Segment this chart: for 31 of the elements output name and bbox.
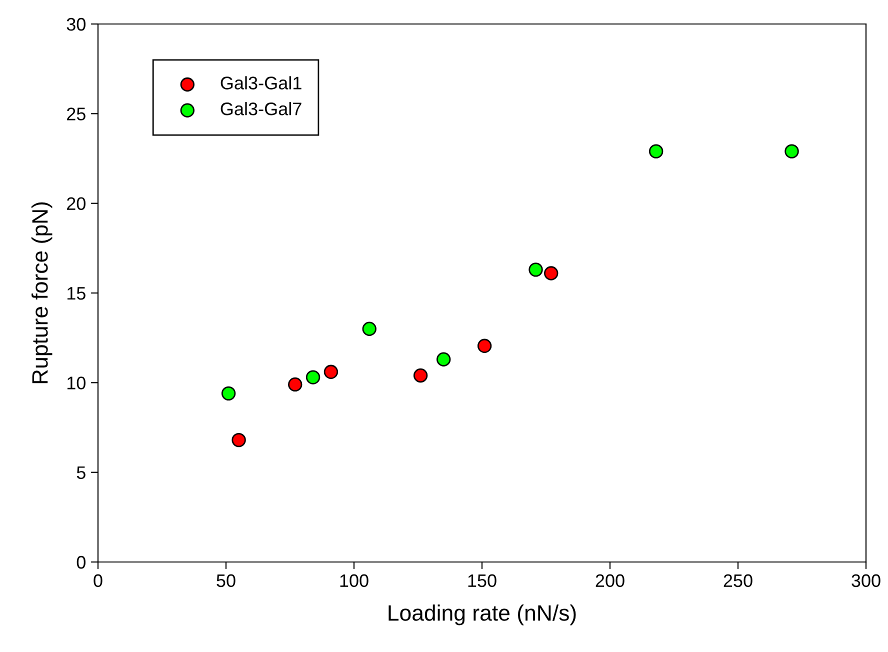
y-tick-label: 0 bbox=[76, 556, 86, 569]
point bbox=[436, 352, 451, 366]
point bbox=[413, 368, 428, 383]
x-axis-title: Loading rate (nN/s) bbox=[388, 604, 576, 626]
point bbox=[288, 377, 302, 392]
x-tick-label: 200 bbox=[596, 574, 624, 588]
point bbox=[784, 144, 799, 158]
point bbox=[528, 262, 543, 277]
y-axis-title: Rupture force (pN) bbox=[32, 202, 52, 384]
x-tick-label: 50 bbox=[216, 574, 236, 588]
point bbox=[221, 386, 236, 401]
y-tick-label: 30 bbox=[66, 18, 86, 31]
point bbox=[648, 144, 664, 158]
x-tick-label: 150 bbox=[468, 574, 496, 588]
x-tick-label: 250 bbox=[724, 574, 752, 588]
point bbox=[324, 364, 338, 380]
legend-label: Gal3-Gal7 bbox=[220, 102, 302, 116]
point bbox=[544, 266, 558, 280]
point bbox=[232, 432, 246, 448]
y-tick-label: 15 bbox=[67, 287, 86, 300]
y-tick-label: 25 bbox=[67, 108, 86, 120]
point bbox=[477, 338, 492, 353]
y-tick-label: 5 bbox=[76, 466, 86, 480]
x-tick-label: 0 bbox=[94, 574, 102, 588]
y-tick-label: 20 bbox=[67, 197, 86, 210]
point bbox=[306, 370, 320, 384]
point bbox=[362, 322, 376, 336]
x-tick-label: 300 bbox=[852, 574, 880, 588]
x-tick-label: 100 bbox=[340, 574, 368, 588]
legend-label: Gal3-Gal1 bbox=[220, 76, 302, 90]
y-tick-label: 10 bbox=[67, 376, 86, 390]
